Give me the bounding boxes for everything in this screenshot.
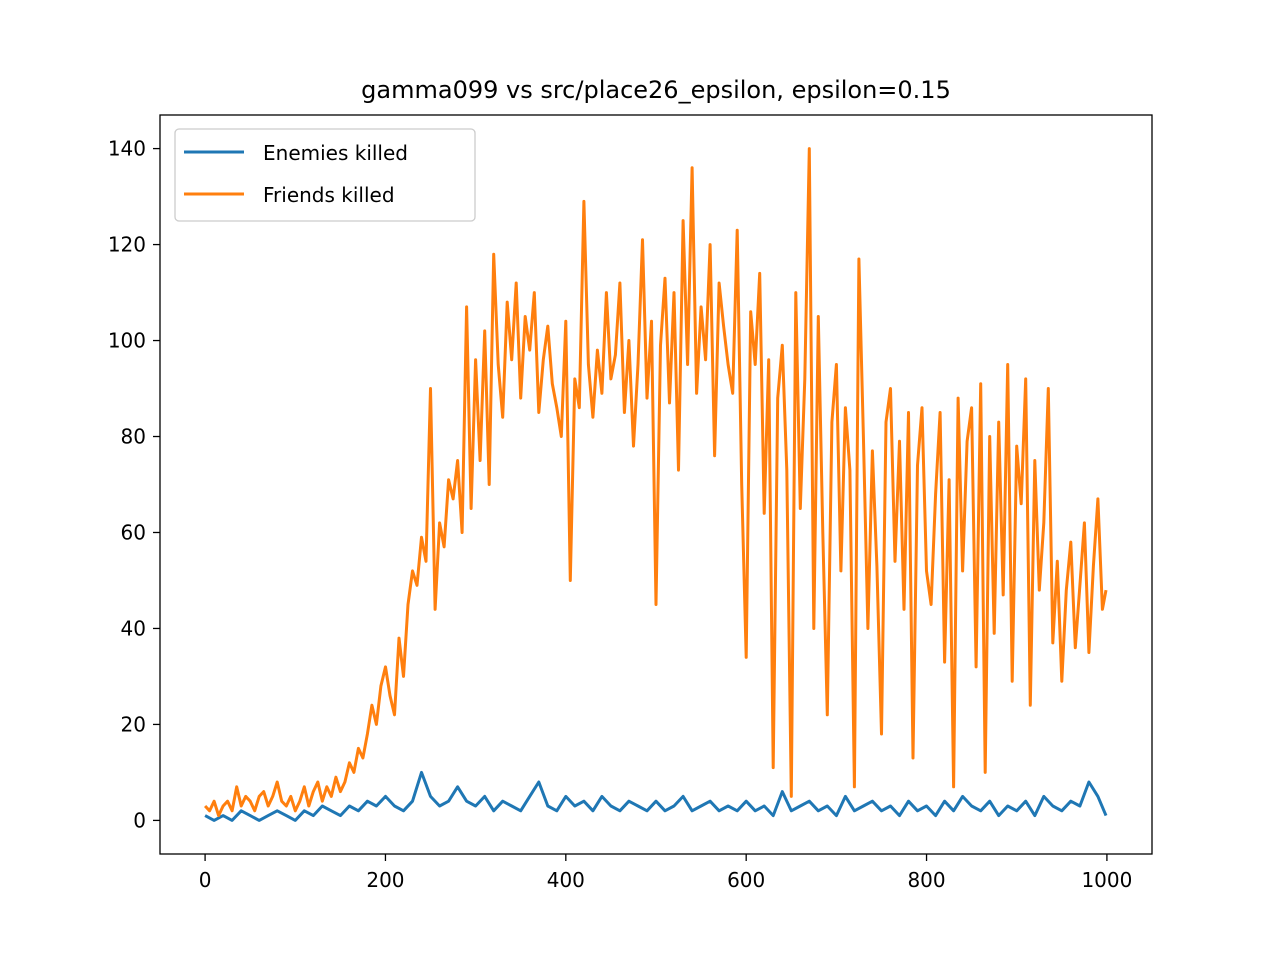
legend-label-friends: Friends killed xyxy=(263,183,395,207)
y-tick-label: 40 xyxy=(121,616,146,640)
chart-title: gamma099 vs src/place26_epsilon, epsilon… xyxy=(361,76,951,104)
y-tick-label: 20 xyxy=(121,712,146,736)
x-axis: 0 200 400 600 800 1000 xyxy=(199,854,1132,892)
y-tick-label: 60 xyxy=(121,520,146,544)
x-tick-label: 200 xyxy=(366,868,404,892)
x-tick-label: 1000 xyxy=(1081,868,1132,892)
y-tick-label: 80 xyxy=(121,425,146,449)
y-tick-label: 140 xyxy=(108,137,146,161)
y-tick-label: 100 xyxy=(108,329,146,353)
y-tick-label: 0 xyxy=(133,808,146,832)
x-tick-label: 0 xyxy=(199,868,212,892)
y-tick-label: 120 xyxy=(108,233,146,257)
y-axis: 0 20 40 60 80 100 120 140 xyxy=(108,137,160,832)
axes-frame xyxy=(159,114,1153,855)
legend: Enemies killed Friends killed xyxy=(174,128,476,222)
legend-box xyxy=(174,128,476,222)
plot-area xyxy=(204,147,1108,822)
series-line-enemies xyxy=(204,770,1108,822)
legend-label-enemies: Enemies killed xyxy=(263,141,408,165)
x-tick-label: 600 xyxy=(727,868,765,892)
x-tick-label: 800 xyxy=(907,868,945,892)
series-line-friends xyxy=(204,147,1108,818)
x-tick-label: 400 xyxy=(547,868,585,892)
